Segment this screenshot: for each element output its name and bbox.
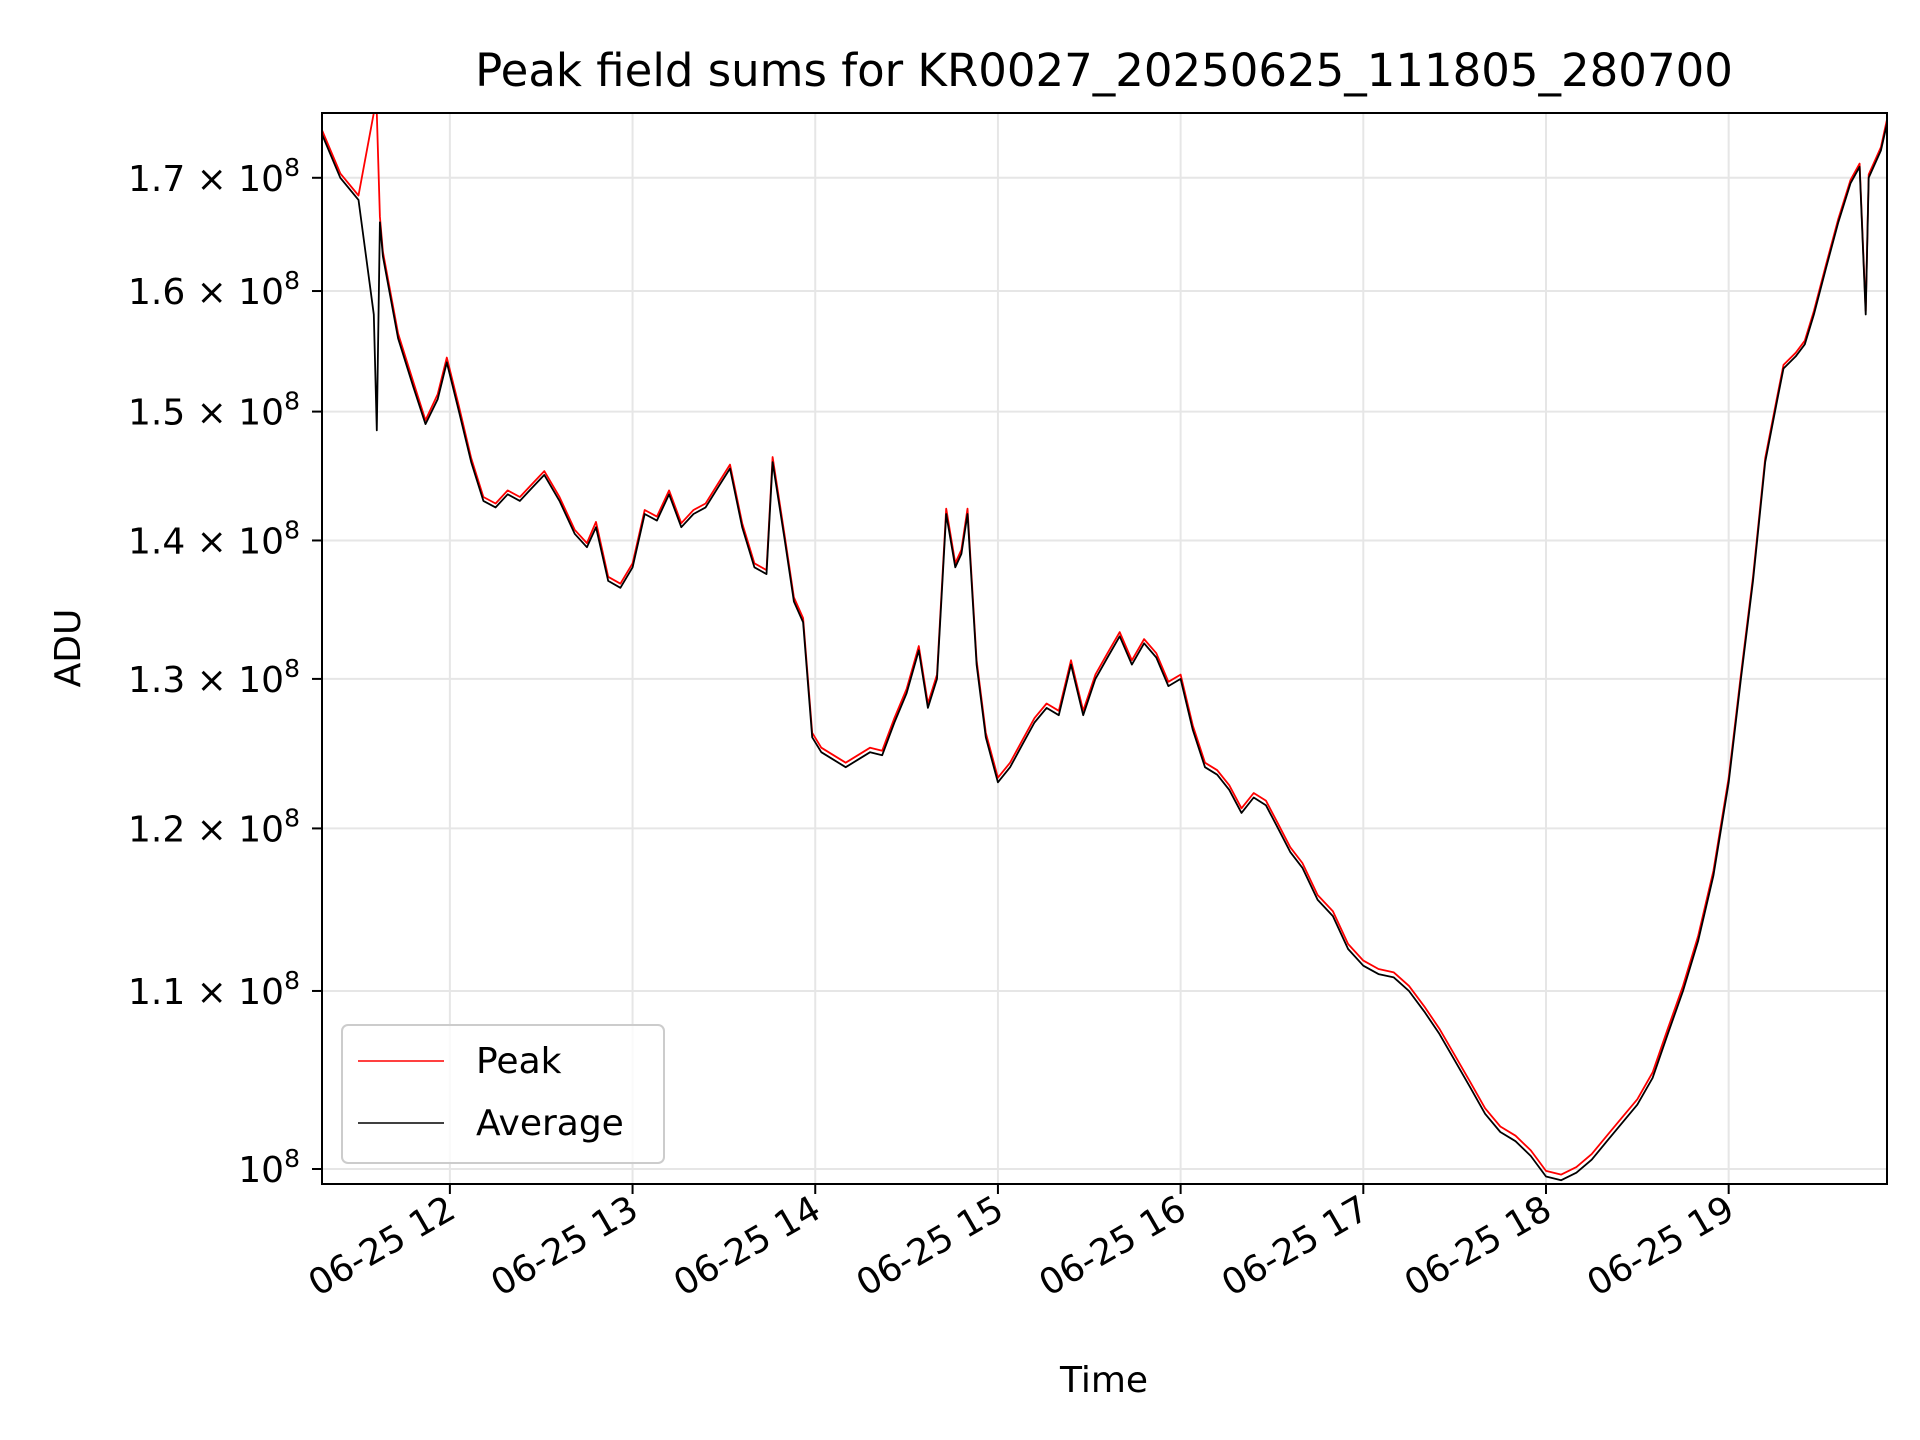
- y-tick-label: 1.5 × 108: [128, 387, 300, 434]
- plot-area-frame: [321, 112, 1888, 1185]
- grid: [322, 113, 1887, 1184]
- series-line-peak: [322, 113, 1887, 1176]
- legend-label-peak: Peak: [476, 1041, 562, 1082]
- series-layer: [322, 113, 1887, 1182]
- y-tick-label: 1.2 × 108: [128, 803, 300, 850]
- legend: Peak Average: [341, 1024, 665, 1164]
- legend-label-average: Average: [476, 1103, 624, 1144]
- y-tick-label: 1.6 × 108: [128, 266, 300, 313]
- y-tick-label: 1.4 × 108: [128, 515, 300, 562]
- y-axis-label: ADU: [48, 609, 89, 688]
- y-tick-label: 1.1 × 108: [128, 966, 300, 1013]
- legend-box: [341, 1024, 665, 1164]
- series-line-average: [322, 123, 1887, 1182]
- x-axis-label: Time: [1059, 1360, 1148, 1401]
- chart-title: Peak field sums for KR0027_20250625_1118…: [475, 44, 1733, 97]
- y-tick-label: 1.3 × 108: [128, 654, 300, 701]
- y-tick-label: 1.7 × 108: [128, 153, 300, 200]
